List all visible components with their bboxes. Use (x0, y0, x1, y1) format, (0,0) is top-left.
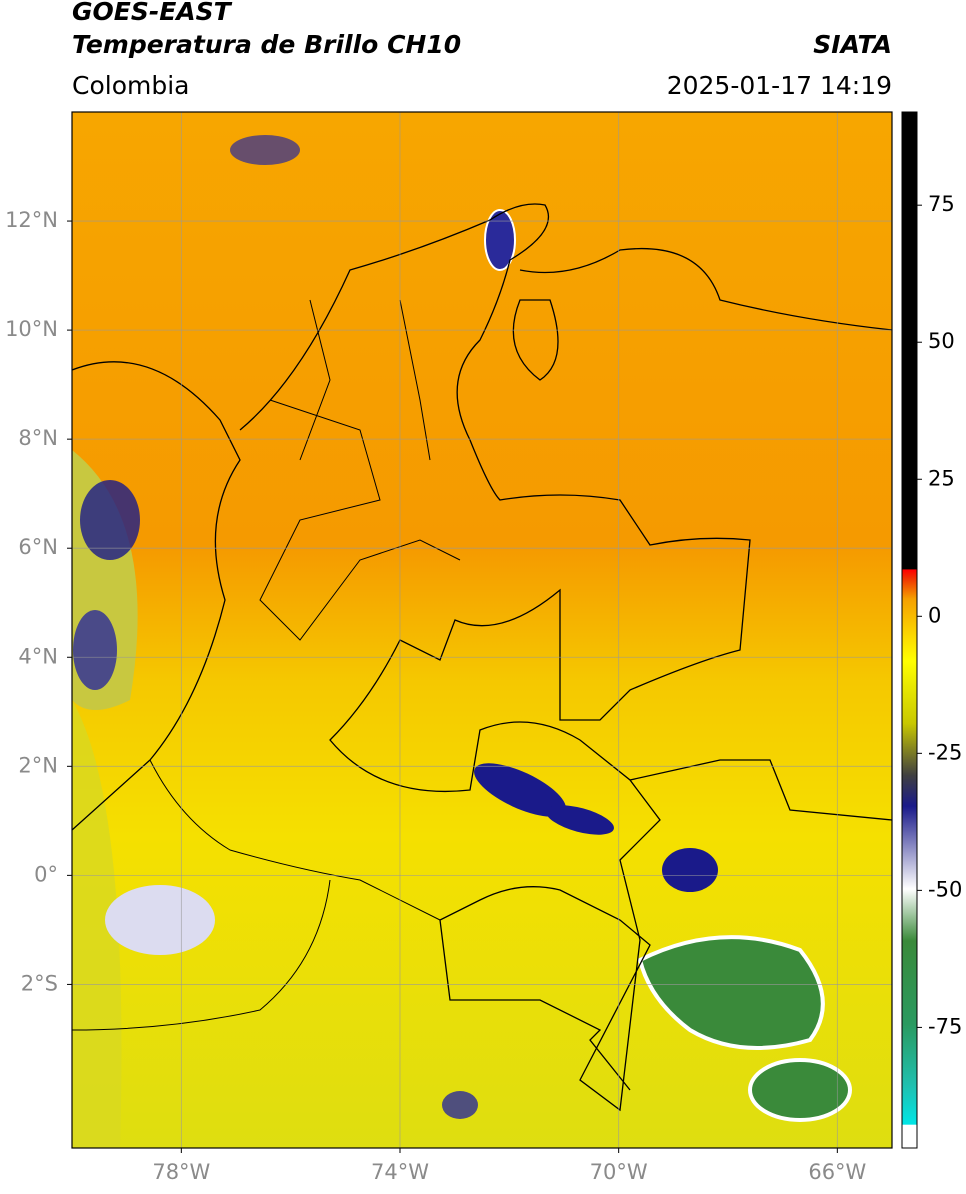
colorbar (901, 111, 918, 1149)
lat-tick-label: 12°N (5, 208, 58, 232)
lon-tick-label: 66°W (808, 1160, 866, 1184)
lat-tick-label: 2°N (18, 753, 58, 777)
lat-tick-label: 6°N (18, 535, 58, 559)
subtitle: Temperatura de Brillo CH10 (72, 30, 461, 59)
satellite-image (72, 112, 892, 1148)
lat-tick-label: 10°N (5, 317, 58, 341)
title: GOES-EAST (72, 0, 233, 26)
colorbar-tick-label: -25 (928, 740, 962, 764)
lon-tick-label: 70°W (590, 1160, 648, 1184)
colorbar-tick-label: 75 (928, 192, 955, 216)
map-frame (71, 111, 893, 1149)
lat-tick-label: 8°N (18, 426, 58, 450)
colorbar-tick-label: 0 (928, 603, 941, 627)
source: SIATA (813, 30, 892, 59)
colorbar-tick-label: 50 (928, 329, 955, 353)
datetime: 2025-01-17 14:19 (667, 71, 892, 100)
colorbar-tick-label: 25 (928, 466, 955, 490)
grid (72, 112, 892, 1148)
lon-tick-label: 78°W (152, 1160, 210, 1184)
lon-tick-label: 74°W (371, 1160, 429, 1184)
colorbar-tick-label: -75 (928, 1014, 962, 1038)
region: Colombia (72, 71, 189, 100)
lat-tick-label: 0° (34, 862, 58, 886)
colorbar-tick-label: -50 (928, 877, 962, 901)
lat-tick-label: 2°S (21, 971, 58, 995)
lat-tick-label: 4°N (18, 644, 58, 668)
